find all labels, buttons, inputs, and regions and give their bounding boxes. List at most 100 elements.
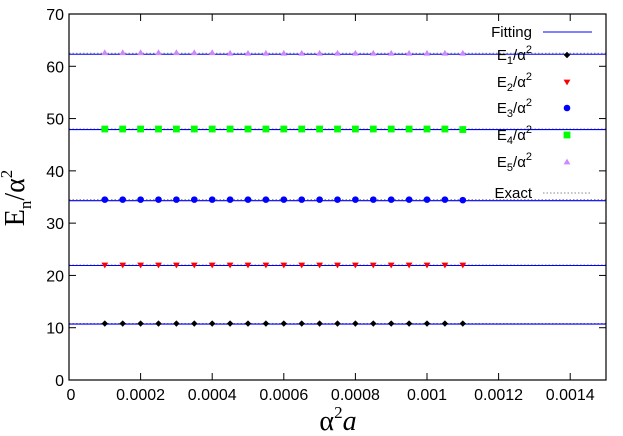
point-e5-5: [173, 49, 180, 56]
point-e2-12: [298, 262, 306, 269]
point-e5-13: [316, 49, 323, 56]
point-e1-10: [262, 320, 270, 327]
point-e1-2: [119, 320, 126, 327]
point-e5-7: [208, 49, 216, 56]
point-e5-9: [244, 49, 252, 56]
point-e3-13: [316, 196, 323, 203]
point-e4-11: [280, 125, 288, 133]
point-e4-13: [316, 125, 323, 133]
point-e2-15: [352, 262, 359, 269]
y-tick-label-1: 10: [46, 321, 64, 338]
legend-label-exact: Exact: [494, 185, 532, 202]
point-e5-6: [190, 49, 198, 56]
point-e2-4: [155, 262, 162, 269]
point-e3-21: [459, 196, 467, 204]
point-e5-11: [280, 49, 288, 56]
point-e5-4: [155, 49, 162, 56]
point-e2-11: [280, 262, 288, 269]
x-axis-ticks: 0 0.0002 0.0004 0.0006 0.0008 0.001 0.0012 0.00…: [67, 14, 595, 404]
point-e2-18: [405, 262, 413, 269]
point-e2-10: [262, 262, 270, 269]
point-e2-6: [190, 262, 198, 269]
point-e4-2: [119, 125, 127, 133]
point-e2-20: [441, 262, 449, 269]
point-e3-2: [119, 196, 126, 203]
point-e2-9: [244, 262, 252, 269]
point-e3-18: [405, 196, 413, 203]
data-points: [101, 49, 467, 327]
legend-marker-e5: [563, 158, 571, 165]
point-e1-13: [316, 320, 323, 327]
point-e4-10: [262, 125, 270, 133]
legend-label-e5: E5/α2: [497, 151, 532, 174]
point-e3-15: [352, 196, 359, 203]
legend-label-e2: E2/α2: [497, 71, 532, 94]
point-e4-3: [137, 125, 144, 133]
point-e3-8: [226, 196, 234, 203]
x-axis-title: α2a: [319, 403, 356, 436]
point-e3-9: [244, 196, 252, 203]
y-tick-label-3: 30: [46, 216, 64, 233]
point-e3-3: [137, 196, 144, 203]
point-e1-8: [226, 320, 234, 327]
point-e4-4: [155, 125, 162, 133]
point-e2-3: [137, 262, 144, 269]
point-e2-13: [316, 262, 323, 269]
point-e4-21: [459, 126, 467, 133]
point-e1-12: [298, 320, 305, 327]
legend-marker-e4: [563, 131, 571, 139]
point-e1-21: [459, 320, 466, 327]
point-e1-18: [405, 320, 413, 327]
point-e1-7: [209, 320, 216, 327]
x-tick-label-2: 0.0004: [188, 387, 237, 404]
point-e2-16: [369, 262, 377, 269]
point-e1-3: [137, 320, 144, 327]
point-e5-17: [387, 49, 395, 56]
point-e3-12: [298, 196, 306, 203]
point-e4-19: [423, 125, 431, 133]
legend-marker-e3: [563, 104, 571, 112]
point-e2-5: [173, 262, 180, 269]
point-e5-2: [119, 49, 127, 56]
point-e3-10: [262, 196, 270, 203]
y-tick-label-7: 70: [46, 7, 64, 24]
legend-label-e3: E3/α2: [497, 97, 532, 120]
point-e4-9: [244, 125, 252, 133]
point-e5-19: [423, 49, 431, 56]
point-e3-19: [423, 196, 431, 203]
x-tick-label-6: 0.0012: [474, 387, 523, 404]
point-e4-15: [352, 125, 359, 133]
point-e4-6: [190, 125, 198, 133]
point-e5-15: [352, 49, 359, 56]
point-e1-15: [352, 320, 359, 327]
point-e5-1: [101, 49, 109, 56]
point-e1-16: [370, 320, 377, 327]
point-e1-14: [334, 320, 341, 327]
x-tick-label-3: 0.0006: [259, 387, 308, 404]
plot-frame: [68, 13, 607, 381]
legend: Fitting E1/α2 E2/α2 E3/α2 E4/α2 E5/α2 Exact: [491, 24, 592, 202]
legend-label-e1: E1/α2: [497, 44, 532, 67]
point-e1-11: [280, 320, 287, 327]
x-tick-label-0: 0: [67, 387, 76, 404]
y-tick-label-6: 60: [46, 59, 64, 76]
x-tick-label-7: 0.0014: [546, 387, 595, 404]
legend-label-fitting: Fitting: [491, 24, 532, 41]
point-e3-7: [208, 196, 216, 203]
point-e3-11: [280, 196, 288, 203]
point-e2-17: [387, 262, 395, 269]
point-e5-3: [137, 49, 144, 56]
point-e1-1: [101, 320, 108, 327]
point-e3-5: [173, 196, 180, 203]
point-e5-21: [459, 49, 467, 56]
point-e2-14: [334, 262, 341, 269]
point-e1-9: [244, 320, 252, 327]
point-e3-4: [155, 196, 162, 203]
point-e1-19: [423, 320, 431, 327]
legend-marker-e2: [563, 79, 571, 86]
point-e5-14: [334, 49, 341, 56]
point-e4-14: [334, 125, 341, 133]
point-e2-8: [226, 262, 234, 269]
x-tick-label-5: 0.001: [407, 387, 447, 404]
y-axis-ticks: 0 10 20 30 40 50 60 70: [46, 7, 606, 390]
